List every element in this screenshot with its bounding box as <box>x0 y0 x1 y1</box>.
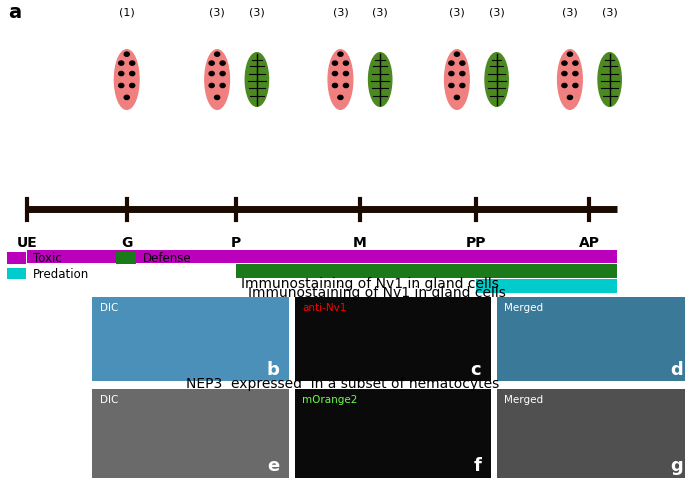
Text: anti-Nv1: anti-Nv1 <box>302 303 347 312</box>
Text: G: G <box>121 235 132 249</box>
Ellipse shape <box>567 96 573 100</box>
Ellipse shape <box>119 62 124 66</box>
Ellipse shape <box>124 53 129 57</box>
Text: (3): (3) <box>210 8 225 17</box>
Ellipse shape <box>573 62 578 66</box>
Ellipse shape <box>245 54 269 107</box>
Text: (3): (3) <box>333 8 348 17</box>
Ellipse shape <box>124 96 129 100</box>
Ellipse shape <box>573 72 578 76</box>
Ellipse shape <box>573 84 578 88</box>
Ellipse shape <box>343 62 349 66</box>
Ellipse shape <box>332 62 338 66</box>
Text: Merged: Merged <box>504 394 544 404</box>
Ellipse shape <box>209 72 214 76</box>
Text: Merged: Merged <box>504 303 544 312</box>
Ellipse shape <box>220 62 225 66</box>
Ellipse shape <box>454 53 460 57</box>
FancyBboxPatch shape <box>476 280 616 293</box>
Text: Predation: Predation <box>33 268 89 281</box>
Text: g: g <box>671 456 684 474</box>
Ellipse shape <box>332 84 338 88</box>
Text: AP: AP <box>579 235 599 249</box>
Ellipse shape <box>328 50 353 110</box>
Ellipse shape <box>114 50 139 110</box>
Text: c: c <box>471 360 482 378</box>
Text: (3): (3) <box>562 8 577 17</box>
Text: d: d <box>671 360 684 378</box>
Text: Immunostaining of Nv1 in gland cells: Immunostaining of Nv1 in gland cells <box>241 276 499 290</box>
Ellipse shape <box>209 62 214 66</box>
FancyBboxPatch shape <box>116 252 136 264</box>
Text: P: P <box>232 235 241 249</box>
Text: a: a <box>8 3 21 22</box>
Text: Toxic: Toxic <box>33 252 62 265</box>
Text: (3): (3) <box>489 8 504 17</box>
Text: DIC: DIC <box>100 303 119 312</box>
Text: (3): (3) <box>373 8 388 17</box>
Ellipse shape <box>445 50 469 110</box>
Ellipse shape <box>129 62 135 66</box>
Ellipse shape <box>460 72 465 76</box>
Ellipse shape <box>562 84 567 88</box>
Ellipse shape <box>214 53 220 57</box>
Text: mOrange2: mOrange2 <box>302 394 358 404</box>
Ellipse shape <box>558 50 582 110</box>
Text: M: M <box>353 235 366 249</box>
Text: (1): (1) <box>119 8 134 17</box>
Text: f: f <box>473 456 482 474</box>
Ellipse shape <box>567 53 573 57</box>
Ellipse shape <box>343 84 349 88</box>
Text: DIC: DIC <box>100 394 119 404</box>
Ellipse shape <box>129 72 135 76</box>
FancyBboxPatch shape <box>7 252 26 264</box>
Ellipse shape <box>332 72 338 76</box>
FancyBboxPatch shape <box>7 268 26 280</box>
Text: e: e <box>267 456 279 474</box>
Ellipse shape <box>454 96 460 100</box>
Ellipse shape <box>220 84 225 88</box>
Ellipse shape <box>205 50 229 110</box>
Text: PP: PP <box>466 235 486 249</box>
Ellipse shape <box>343 72 349 76</box>
Text: Immunostaining of Nv1 in gland cells: Immunostaining of Nv1 in gland cells <box>248 286 506 300</box>
Ellipse shape <box>338 96 343 100</box>
Text: b: b <box>266 360 279 378</box>
FancyBboxPatch shape <box>236 265 616 278</box>
Ellipse shape <box>119 72 124 76</box>
Ellipse shape <box>129 84 135 88</box>
Ellipse shape <box>209 84 214 88</box>
Ellipse shape <box>369 54 392 107</box>
Ellipse shape <box>214 96 220 100</box>
Text: (3): (3) <box>449 8 464 17</box>
Ellipse shape <box>562 72 567 76</box>
Ellipse shape <box>460 84 465 88</box>
Ellipse shape <box>485 54 508 107</box>
FancyBboxPatch shape <box>27 250 616 264</box>
Ellipse shape <box>119 84 124 88</box>
Text: Defense: Defense <box>142 252 191 265</box>
Ellipse shape <box>449 62 454 66</box>
Ellipse shape <box>460 62 465 66</box>
Ellipse shape <box>449 72 454 76</box>
Text: UE: UE <box>17 235 38 249</box>
Text: (3): (3) <box>249 8 264 17</box>
Text: (3): (3) <box>602 8 617 17</box>
Ellipse shape <box>562 62 567 66</box>
Text: NEP3  expressed  in a subset of nematocytes: NEP3 expressed in a subset of nematocyte… <box>186 376 499 391</box>
Ellipse shape <box>338 53 343 57</box>
Ellipse shape <box>598 54 621 107</box>
Ellipse shape <box>449 84 454 88</box>
Ellipse shape <box>220 72 225 76</box>
